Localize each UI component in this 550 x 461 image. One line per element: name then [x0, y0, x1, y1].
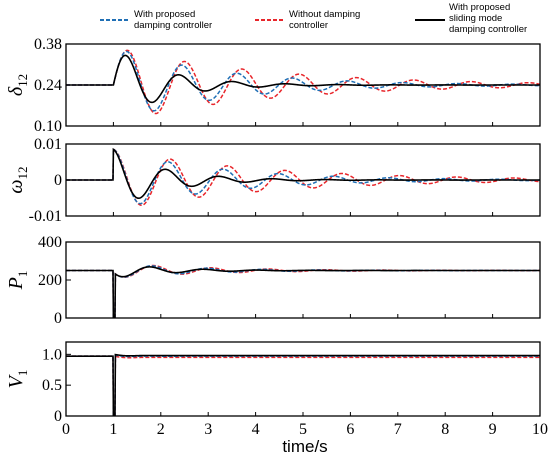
x-tick-label: 2	[157, 421, 165, 438]
y-tick-label: 0.38	[34, 36, 62, 53]
series-sliding-panel-2	[66, 147, 540, 200]
panel-3: 0 200 400 P1	[5, 234, 541, 327]
series-proposed-panel-4	[66, 354, 540, 416]
y-tick-label: 0.10	[34, 118, 62, 135]
y-tick-label: 0.5	[42, 377, 62, 394]
x-tick-label: 0	[62, 421, 70, 438]
legend-label-without: Without damping	[289, 9, 360, 20]
x-tick-label: 8	[441, 421, 449, 438]
y-tick-label: 0	[54, 408, 62, 425]
series-sliding-panel-1	[66, 54, 540, 104]
y-tick-label: 0.24	[34, 77, 62, 94]
y-axis-label: ω12	[5, 166, 30, 193]
legend-label-proposed: damping controller	[134, 20, 212, 31]
legend-label-sliding: sliding mode	[449, 13, 502, 24]
x-tick-label: 1	[109, 421, 117, 438]
legend-label-sliding: With proposed	[449, 2, 510, 13]
series-without-panel-4	[66, 355, 540, 416]
x-axis-label: time/s	[282, 437, 327, 456]
panel-frame	[65, 241, 541, 319]
x-tick-label: 10	[532, 421, 548, 438]
x-tick-label: 6	[346, 421, 354, 438]
series-proposed-panel-3	[66, 265, 540, 318]
y-tick-label: 0	[54, 310, 62, 327]
x-tick-label: 7	[394, 421, 402, 438]
series-proposed-panel-2	[66, 148, 540, 205]
legend-label-sliding: damping controller	[449, 24, 527, 35]
x-tick-label: 3	[204, 421, 212, 438]
panel-1: 0.10 0.24 0.38 δ12	[5, 36, 541, 135]
series-sliding-panel-4	[66, 353, 540, 416]
y-tick-label: 0.01	[34, 136, 62, 153]
x-tick-label: 4	[252, 421, 260, 438]
y-tick-label: -0.01	[29, 208, 62, 225]
legend-label-without: controller	[289, 20, 328, 31]
y-axis-label: δ12	[5, 74, 30, 96]
y-tick-label: 1.0	[42, 346, 62, 363]
y-tick-label: 200	[38, 272, 62, 289]
y-tick-label: 0	[54, 172, 62, 189]
series-sliding-panel-3	[66, 266, 540, 318]
series-without-panel-3	[66, 264, 540, 318]
y-tick-label: 400	[38, 234, 62, 251]
y-axis-label: V1	[5, 370, 30, 389]
legend-label-proposed: With proposed	[134, 9, 195, 20]
panel-4: 0 0.5 1.0 V1	[5, 341, 541, 425]
panel-frame	[65, 341, 541, 417]
series-without-panel-2	[66, 148, 540, 207]
x-tick-label: 5	[299, 421, 307, 438]
x-tick-label: 9	[489, 421, 497, 438]
x-axis: 0 1 2 3 4 5 6 7 8 9 10	[62, 421, 548, 438]
y-axis-label: P1	[5, 271, 30, 291]
